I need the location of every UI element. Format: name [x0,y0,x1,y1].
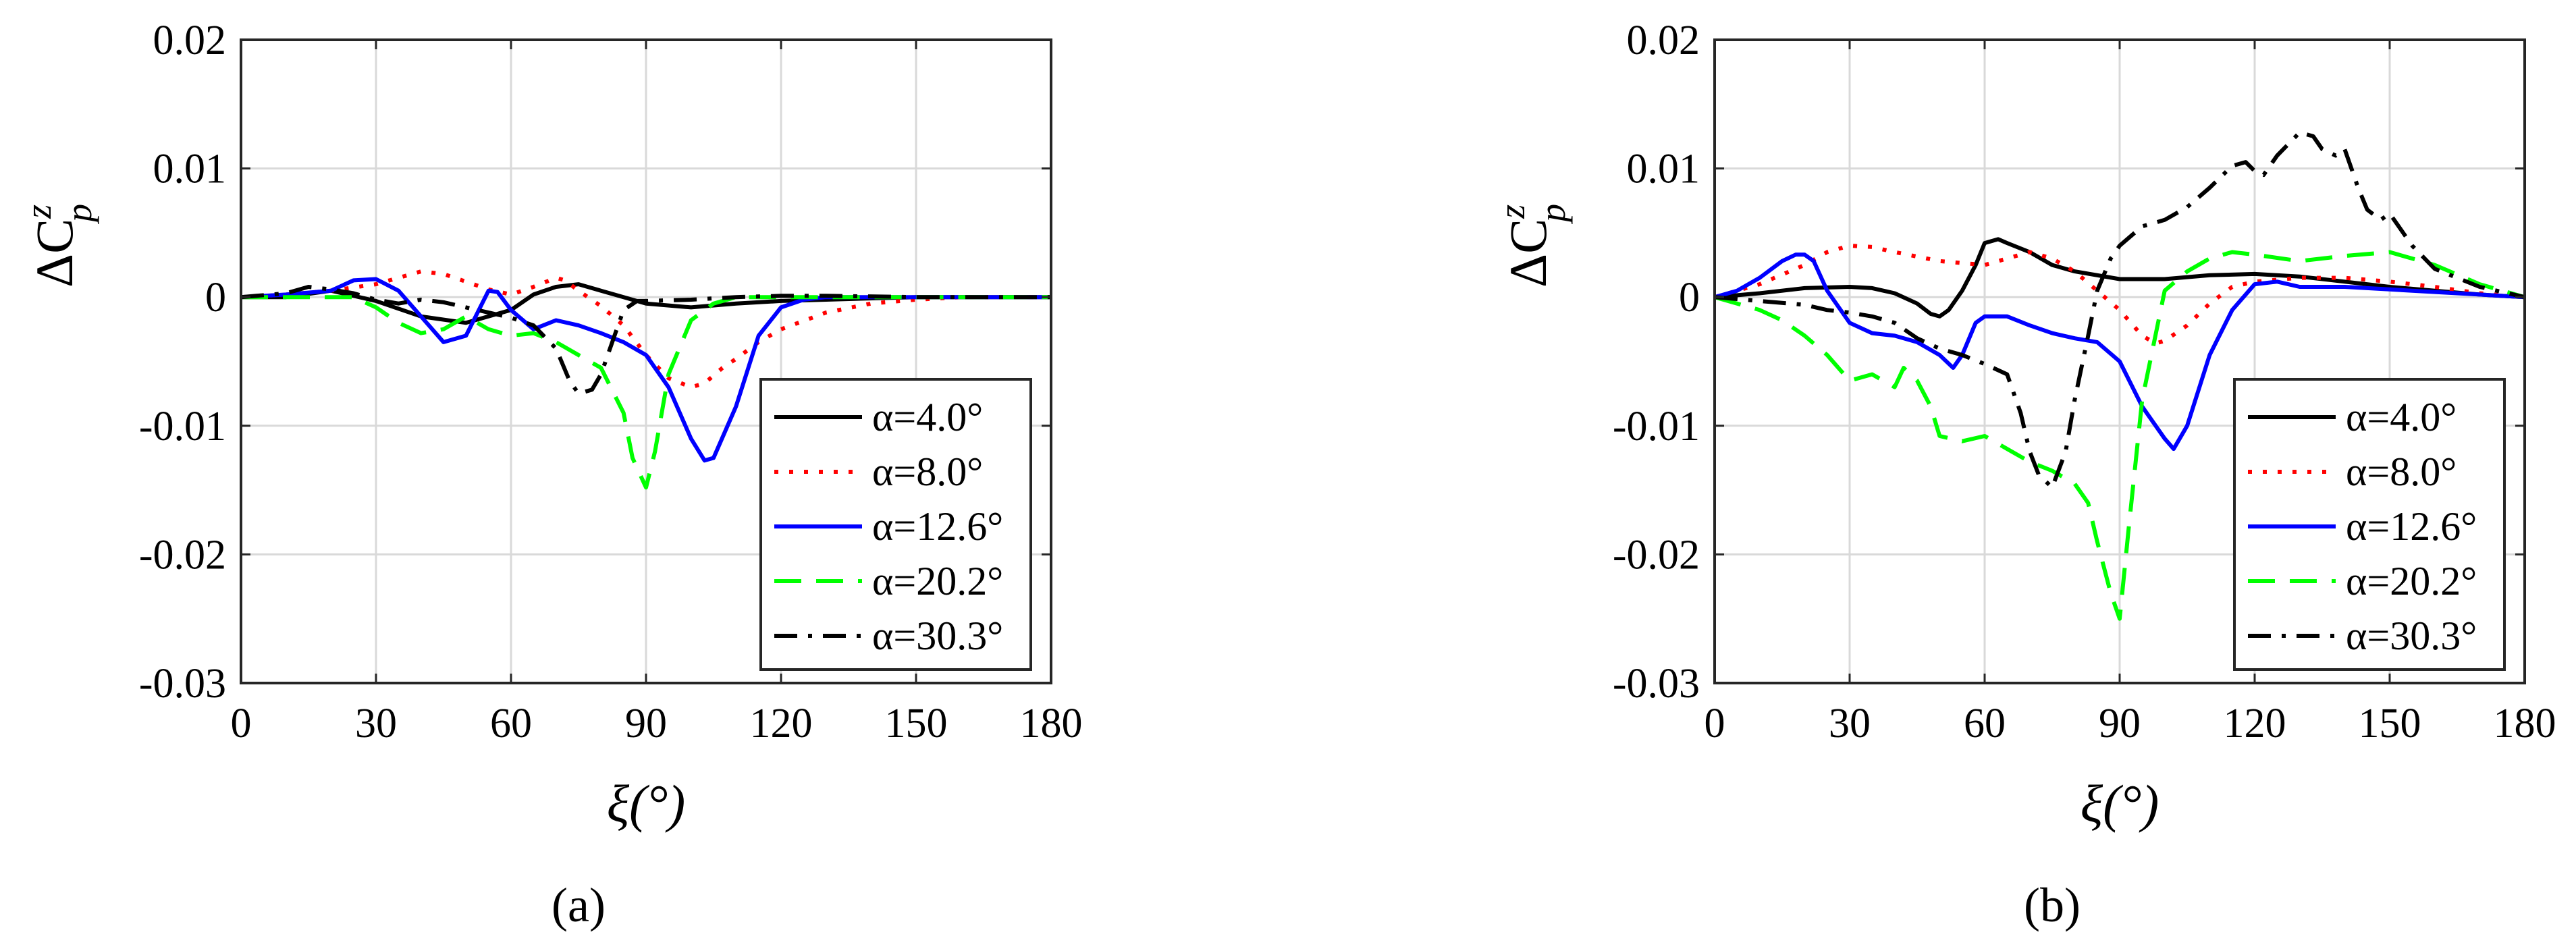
series-line-2 [241,277,1051,463]
legend-label-2: α=12.6° [2346,504,2477,549]
y-axis-title: ΔCzp [1492,204,1573,288]
x-tick-label: 120 [2224,701,2286,746]
x-tick-label: 180 [1020,701,1083,746]
chart-panel-b: 0 30 60 90 120 150 180 0.02 0.01 0 -0.01 -0.02 -0.03… [1492,18,2556,932]
y-tick-label: 0.01 [153,146,227,192]
x-tick-label: 0 [231,701,252,746]
legend-label-4: α=30.3° [872,614,1003,658]
x-tick-label: 90 [2099,701,2141,746]
x-axis-title: ξ(°) [2081,774,2159,833]
y-tick-label: 0.01 [1627,146,1700,192]
legend-label-1: α=8.0° [2346,450,2457,494]
y-tick-label: 0 [1679,275,1700,321]
panel-label: (b) [2024,878,2081,932]
legend-label-3: α=20.2° [2346,559,2477,603]
x-tick-label: 30 [355,701,397,746]
legend-label-2: α=12.6° [872,504,1003,549]
chart-panel-a: 0 30 60 90 120 150 180 0.02 0.01 0 -0.01 -0.02 -0.03… [18,18,1083,932]
series-line-1 [241,269,1051,389]
y-tick-label: -0.03 [139,661,226,707]
legend: α=4.0° α=8.0° α=12.6° α=20.2° α=30.3° [759,378,1032,671]
y-tick-label: -0.03 [1613,661,1700,707]
y-axis-title: ΔCzp [18,204,99,288]
y-tick-label: -0.02 [1613,532,1700,578]
y-tick-label: -0.02 [139,532,226,578]
x-tick-label: 0 [1705,701,1725,746]
y-tick-label: 0 [205,275,226,321]
x-tick-label: 150 [885,701,948,746]
x-tick-label: 120 [750,701,813,746]
x-tick-label: 60 [1964,701,2006,746]
legend-label-0: α=4.0° [872,395,983,439]
y-tick-label: -0.01 [139,404,226,450]
legend-label-3: α=20.2° [872,559,1003,603]
legend-label-1: α=8.0° [872,450,983,494]
x-axis-title: ξ(°) [607,774,686,833]
series-line-4 [241,285,1051,396]
x-tick-label: 150 [2359,701,2421,746]
legend: α=4.0° α=8.0° α=12.6° α=20.2° α=30.3° [2233,378,2506,671]
series-line-4 [1715,130,2525,490]
legend-label-4: α=30.3° [2346,614,2477,658]
x-tick-label: 30 [1829,701,1871,746]
y-tick-label: 0.02 [1627,18,1700,63]
y-tick-label: -0.01 [1613,404,1700,450]
series-line-0 [1715,237,2525,319]
legend-label-0: α=4.0° [2346,395,2457,439]
x-tick-label: 60 [490,701,532,746]
x-tick-label: 90 [625,701,667,746]
panel-label: (a) [552,878,606,932]
series-line-3 [1715,250,2525,621]
x-tick-label: 180 [2494,701,2556,746]
series-line-2 [1715,252,2525,452]
y-tick-label: 0.02 [153,18,227,63]
series-line-0 [241,282,1051,325]
